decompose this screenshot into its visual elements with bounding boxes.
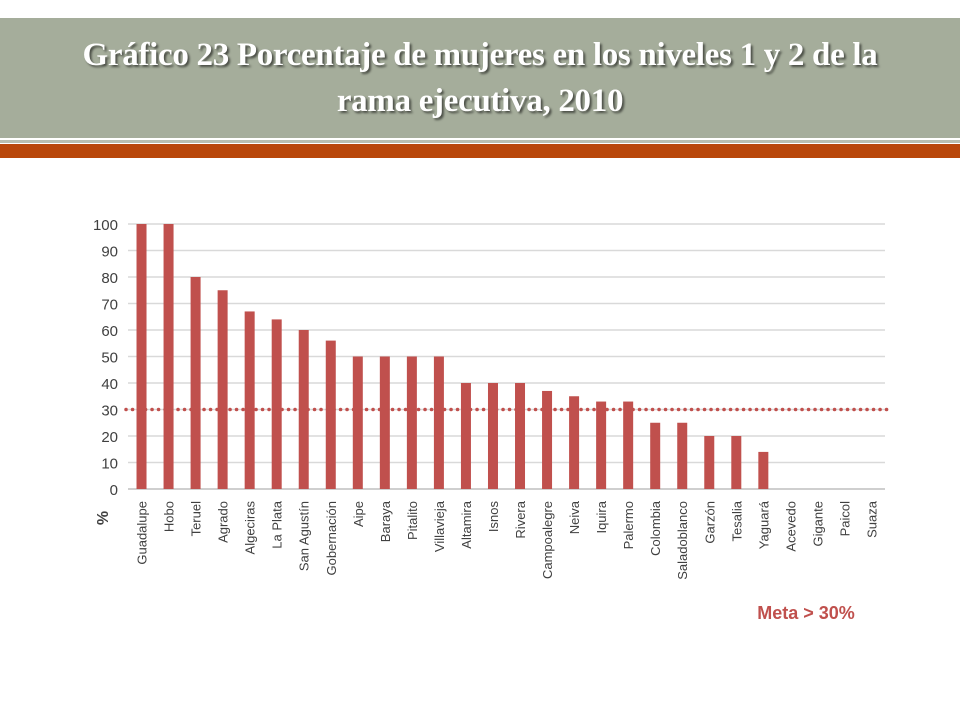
bar xyxy=(325,340,336,489)
x-tick-label: Gigante xyxy=(810,501,825,547)
slide-title: Gráfico 23 Porcentaje de mujeres en los … xyxy=(70,32,890,124)
x-tick-labels: Guadalupe Hobo Teruel Agrado Algeciras La Pla… xyxy=(135,500,880,580)
x-tick-label: Garzón xyxy=(702,501,717,544)
x-tick-label: Rivera xyxy=(513,500,528,538)
y-tick-label: 20 xyxy=(101,429,118,446)
y-tick-label: 60 xyxy=(101,323,118,340)
y-tick-label: 40 xyxy=(101,376,118,393)
bar xyxy=(569,396,580,489)
bar xyxy=(190,277,201,489)
x-tick-label: Neiva xyxy=(567,500,582,534)
bar xyxy=(163,224,174,489)
bar xyxy=(542,390,553,489)
x-tick-label: Gobernación xyxy=(324,501,339,575)
x-tick-label: Colombia xyxy=(648,500,663,556)
x-tick-label: Tesalia xyxy=(729,500,744,541)
bar xyxy=(406,356,417,489)
x-tick-label: Altamira xyxy=(459,500,474,548)
x-tick-label: San Agustín xyxy=(297,501,312,571)
x-tick-label: Paicol xyxy=(837,501,852,537)
bar xyxy=(433,356,444,489)
x-tick-label: Agrado xyxy=(216,501,231,543)
bar xyxy=(596,401,607,489)
x-tick-label: Isnos xyxy=(486,501,501,533)
x-tick-label: Campoalegre xyxy=(540,501,555,579)
slide-title-line-2: rama ejecutiva, 2010 xyxy=(336,83,624,119)
bar xyxy=(623,401,634,489)
bar xyxy=(460,383,471,489)
title-divider-accent xyxy=(0,144,960,158)
x-tick-label: Teruel xyxy=(189,501,204,537)
x-tick-label: Baraya xyxy=(378,500,393,542)
bars xyxy=(136,224,769,489)
y-tick-labels: 0 10 20 30 40 50 60 70 80 90 100 xyxy=(93,217,118,499)
bar xyxy=(758,451,769,489)
x-tick-label: Hobo xyxy=(162,501,177,532)
x-tick-label: Pitalito xyxy=(405,501,420,540)
y-tick-label: 10 xyxy=(101,456,118,473)
y-tick-label: 0 xyxy=(110,482,118,499)
bar xyxy=(487,383,498,489)
y-tick-label: 70 xyxy=(101,297,118,314)
x-tick-label: Iquira xyxy=(594,500,609,533)
x-tick-label: Algeciras xyxy=(243,501,258,555)
y-tick-label: 50 xyxy=(101,350,118,367)
bar xyxy=(217,290,228,489)
bar xyxy=(515,383,526,489)
y-tick-label: 80 xyxy=(101,270,118,287)
bar xyxy=(244,311,255,489)
x-tick-label: Guadalupe xyxy=(135,501,150,565)
bar xyxy=(650,422,661,489)
bar xyxy=(677,422,688,489)
gridlines xyxy=(128,223,885,490)
bar xyxy=(704,436,715,489)
bar xyxy=(136,224,147,489)
bar xyxy=(352,356,363,489)
x-tick-label: Aipe xyxy=(351,501,366,527)
x-tick-label: Yaguará xyxy=(756,500,771,549)
y-tick-label: 90 xyxy=(101,244,118,261)
y-tick-label: 30 xyxy=(101,403,118,420)
x-tick-label: Saladoblanco xyxy=(675,501,690,580)
bar xyxy=(298,330,309,489)
y-axis-label: % xyxy=(95,511,112,525)
x-tick-label: Acevedo xyxy=(783,501,798,552)
title-band: Gráfico 23 Porcentaje de mujeres en los … xyxy=(0,18,960,138)
x-tick-label: Suaza xyxy=(864,500,879,538)
target-label: Meta > 30% xyxy=(757,603,855,623)
title-divider-thin xyxy=(0,140,960,143)
x-tick-label: Villavieja xyxy=(432,500,447,552)
slide-title-line-1: Gráfico 23 Porcentaje de mujeres en los … xyxy=(82,37,878,73)
bar xyxy=(731,436,742,489)
bar xyxy=(271,319,282,489)
y-tick-label: 100 xyxy=(93,217,118,234)
x-tick-label: Palermo xyxy=(621,501,636,549)
bar xyxy=(379,356,390,489)
x-tick-label: La Plata xyxy=(270,500,285,548)
